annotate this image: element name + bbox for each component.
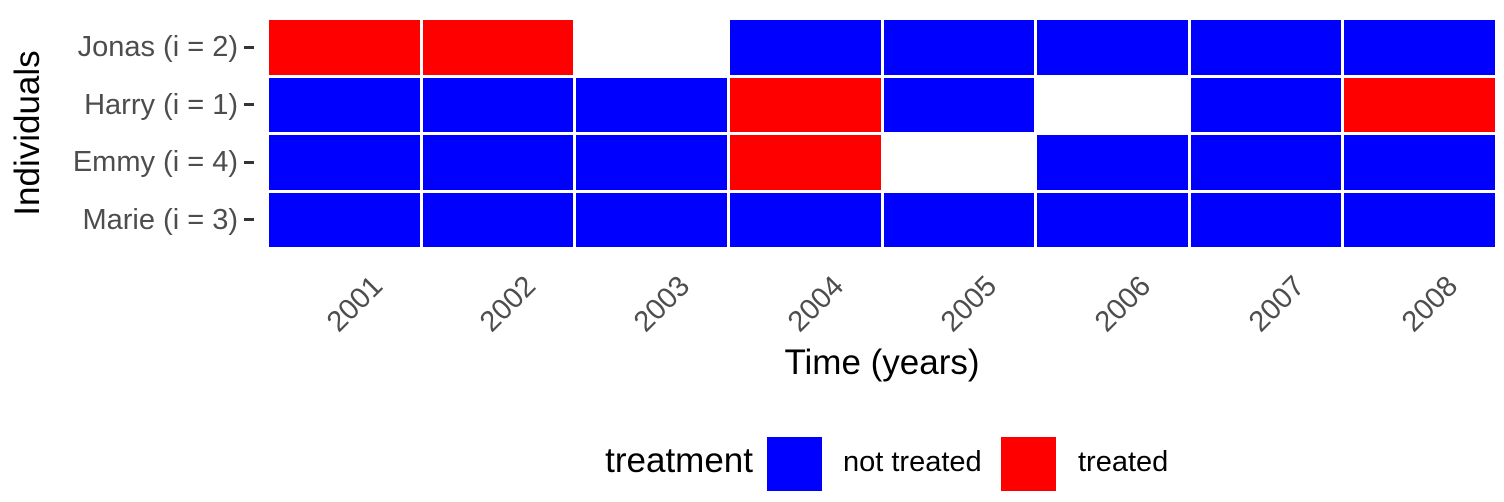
legend-key-not-treated — [767, 437, 822, 491]
heatmap-tile — [422, 77, 574, 132]
heatmap-tile — [1037, 135, 1188, 190]
heatmap-tile — [1190, 135, 1342, 190]
y-tick-mark — [244, 160, 254, 164]
x-axis-title: Time (years) — [784, 343, 980, 382]
heatmap-tile — [269, 20, 420, 75]
x-tick-label: 2002 — [474, 270, 543, 339]
heatmap-tile — [269, 192, 420, 247]
heatmap-tile — [422, 135, 574, 190]
y-tick-label: Marie (i = 3) — [82, 203, 238, 236]
heatmap-tile — [422, 20, 574, 75]
x-tick-label: 2001 — [320, 270, 389, 339]
heatmap-tile — [1037, 192, 1188, 247]
y-tick-mark — [244, 45, 254, 49]
legend-key-treated — [1001, 437, 1056, 491]
heatmap-tile — [576, 77, 727, 132]
y-tick-label: Emmy (i = 4) — [72, 146, 238, 179]
y-tick-label: Harry (i = 1) — [84, 88, 238, 121]
heatmap-tile — [1037, 77, 1188, 132]
x-tick-label: 2006 — [1088, 270, 1158, 339]
heatmap-tile — [729, 192, 881, 247]
x-tick-label: 2003 — [627, 270, 697, 339]
heatmap-tile — [883, 77, 1035, 132]
x-tick-label: 2005 — [935, 270, 1004, 339]
y-tick-mark — [244, 218, 254, 222]
heatmap-tile — [422, 192, 574, 247]
heatmap-tile — [1190, 20, 1342, 75]
heatmap-tile — [576, 192, 727, 247]
x-tick-label: 2007 — [1242, 270, 1311, 339]
heatmap-tile — [269, 77, 420, 132]
heatmap-tile — [883, 192, 1035, 247]
heatmap-tile — [1344, 20, 1495, 75]
heatmap-tile — [1344, 135, 1495, 190]
heatmap-panel — [269, 20, 1495, 247]
heatmap-tile — [1190, 192, 1342, 247]
heatmap-tile — [269, 135, 420, 190]
heatmap-tile — [1037, 20, 1188, 75]
legend-title: treatment — [605, 441, 753, 480]
y-tick-label: Jonas (i = 2) — [77, 31, 238, 64]
x-tick-label: 2008 — [1396, 270, 1465, 339]
legend-label-not-treated: not treated — [843, 446, 982, 478]
legend-label-treated: treated — [1078, 446, 1169, 478]
y-tick-mark — [244, 103, 254, 107]
heatmap-tile — [729, 77, 881, 132]
heatmap-tile — [576, 135, 727, 190]
heatmap-tile — [729, 20, 881, 75]
heatmap-tile — [1344, 77, 1495, 132]
heatmap-tile — [1190, 77, 1342, 132]
heatmap-tile — [883, 20, 1035, 75]
heatmap-tile — [729, 135, 881, 190]
heatmap-tile — [576, 20, 727, 75]
heatmap-tile — [883, 135, 1035, 190]
x-tick-label: 2004 — [781, 270, 850, 339]
heatmap-tile — [1344, 192, 1495, 247]
